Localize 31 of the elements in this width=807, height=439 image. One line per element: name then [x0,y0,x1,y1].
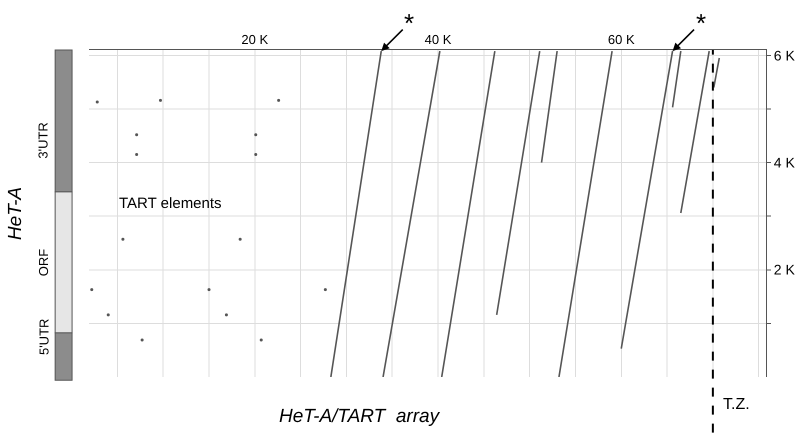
point [208,288,211,292]
text: ORF [36,248,52,276]
y-tick-label: 4 K [774,154,796,170]
annotation: * [696,8,706,38]
point [90,288,94,292]
point [224,313,228,316]
annotation: * [404,8,414,38]
point [254,153,258,156]
text: 5'UTR [36,318,52,356]
point [277,98,280,102]
point [135,153,138,156]
annotation: TART elements [119,195,222,212]
point [238,238,242,241]
point [158,98,162,102]
point [121,238,124,241]
y-tick-label: 2 K [774,262,796,278]
x-tick-label: 60 K [608,32,635,47]
point [140,338,144,342]
y-axis-title: HeT-A [5,186,26,240]
point [324,288,327,292]
y-tick-label: 6 K [774,47,796,64]
ref-line-label: T.Z. [723,396,750,413]
text: 3'UTR [36,122,51,159]
point [135,133,138,136]
x-tick-label: 40 K [424,32,452,47]
point [254,133,258,136]
x-tick-label: 20 K [241,32,269,47]
point [260,338,263,342]
point [96,100,99,104]
x-axis-title: HeT-A/TART array [279,406,441,427]
point [106,313,110,316]
